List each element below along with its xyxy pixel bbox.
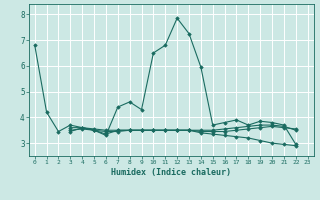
X-axis label: Humidex (Indice chaleur): Humidex (Indice chaleur) [111,168,231,177]
